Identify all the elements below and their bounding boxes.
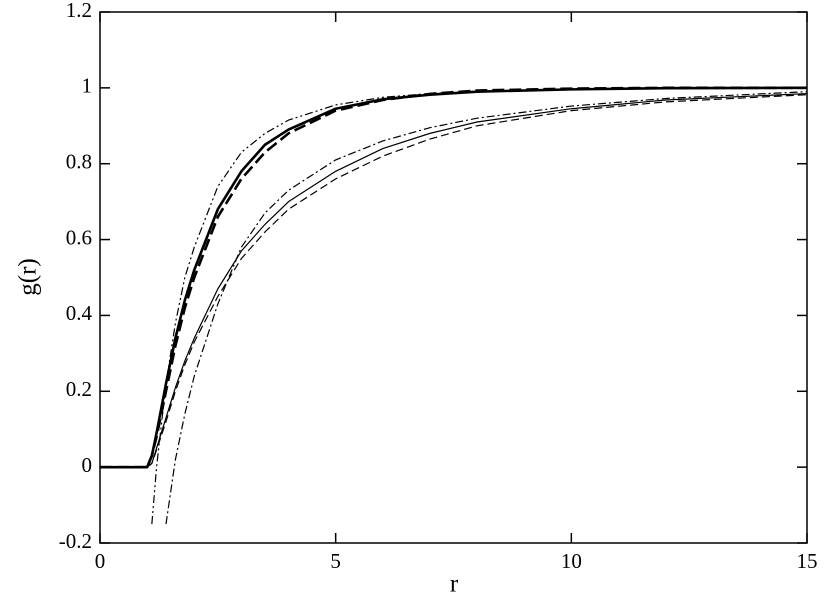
plot-frame [99, 11, 808, 544]
y-tick-label: 0.8 [66, 150, 92, 174]
x-axis-label: r [450, 571, 459, 598]
y-tick-label: -0.2 [59, 529, 92, 553]
series-line [100, 94, 807, 468]
series-line [100, 92, 807, 468]
plot-lines [100, 86, 807, 525]
series-line [100, 86, 807, 469]
y-tick-label: 0.4 [66, 301, 93, 325]
x-tick-label: 0 [95, 549, 106, 573]
series-line [165, 91, 807, 525]
y-axis-label: g(r) [15, 258, 42, 295]
x-tick-label: 5 [330, 549, 341, 573]
x-tick-label: 15 [797, 549, 818, 573]
y-tick-label: 1 [82, 74, 93, 98]
series-line [151, 87, 807, 525]
x-tick-label: 10 [561, 549, 582, 573]
y-tick-label: 0.6 [66, 225, 92, 249]
y-tick-label: 0 [82, 453, 93, 477]
y-tick-label: 0.2 [66, 377, 92, 401]
series-line [100, 86, 807, 469]
y-tick-label: 1.2 [66, 0, 92, 22]
